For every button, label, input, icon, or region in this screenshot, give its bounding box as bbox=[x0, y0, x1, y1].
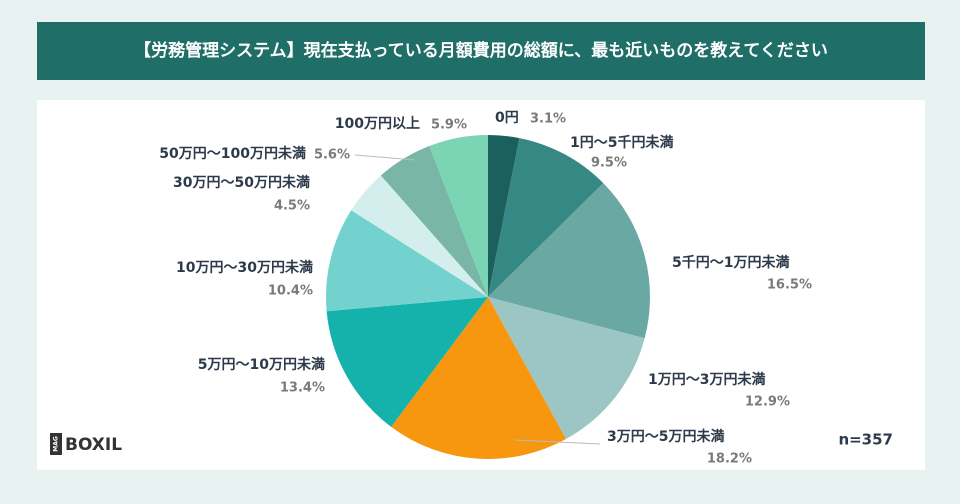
sample-size: n=357 bbox=[838, 431, 893, 449]
slice-label: 5万円～10万円未満 bbox=[198, 356, 325, 373]
value-label: 4.5% bbox=[274, 199, 310, 214]
pie-slice bbox=[488, 135, 520, 297]
pie-slice bbox=[488, 297, 645, 439]
slice-label: 10万円～30万円未満 bbox=[176, 259, 313, 276]
logo-badge: MAG bbox=[53, 436, 60, 452]
slice-label: 1円～5千円未満 bbox=[570, 134, 673, 151]
value-label: 5.9% bbox=[431, 118, 467, 133]
slice-label: 50万円～100万円未満 bbox=[159, 145, 306, 162]
pie-slice bbox=[326, 210, 488, 312]
value-label: 9.5% bbox=[591, 156, 627, 171]
pie-slice bbox=[488, 138, 604, 297]
title-bar bbox=[37, 22, 925, 80]
value-label: 5.6% bbox=[314, 148, 350, 163]
slice-label: 100万円以上 bbox=[335, 116, 420, 132]
slice-label: 1万円～3万円未満 bbox=[648, 371, 765, 388]
pie-slice bbox=[429, 135, 488, 297]
pie-slice bbox=[391, 297, 567, 459]
leader-line bbox=[514, 439, 601, 445]
logo-badge-box bbox=[50, 433, 62, 455]
logo: BOXIL bbox=[65, 435, 122, 455]
pie-slice bbox=[380, 146, 488, 297]
value-label: 10.4% bbox=[268, 284, 313, 299]
pie-slice bbox=[488, 183, 651, 339]
slice-label: 30万円～50万円未満 bbox=[173, 174, 310, 191]
pie-slice bbox=[326, 297, 488, 427]
value-label: 16.5% bbox=[767, 278, 812, 293]
value-label: 3.1% bbox=[530, 112, 566, 127]
pie-slice bbox=[351, 175, 488, 297]
chart-title: 【労務管理システム】現在支払っている月額費用の総額に、最も近いものを教えてくださ… bbox=[134, 40, 828, 61]
slice-label: 3万円～5万円未満 bbox=[607, 428, 724, 445]
slice-label: 5千円～1万円未満 bbox=[672, 254, 789, 271]
value-label: 13.4% bbox=[280, 381, 325, 396]
value-label: 12.9% bbox=[745, 395, 790, 410]
slice-label: 0円 bbox=[495, 110, 519, 126]
leader-line bbox=[354, 154, 416, 161]
value-label: 18.2% bbox=[707, 452, 752, 467]
